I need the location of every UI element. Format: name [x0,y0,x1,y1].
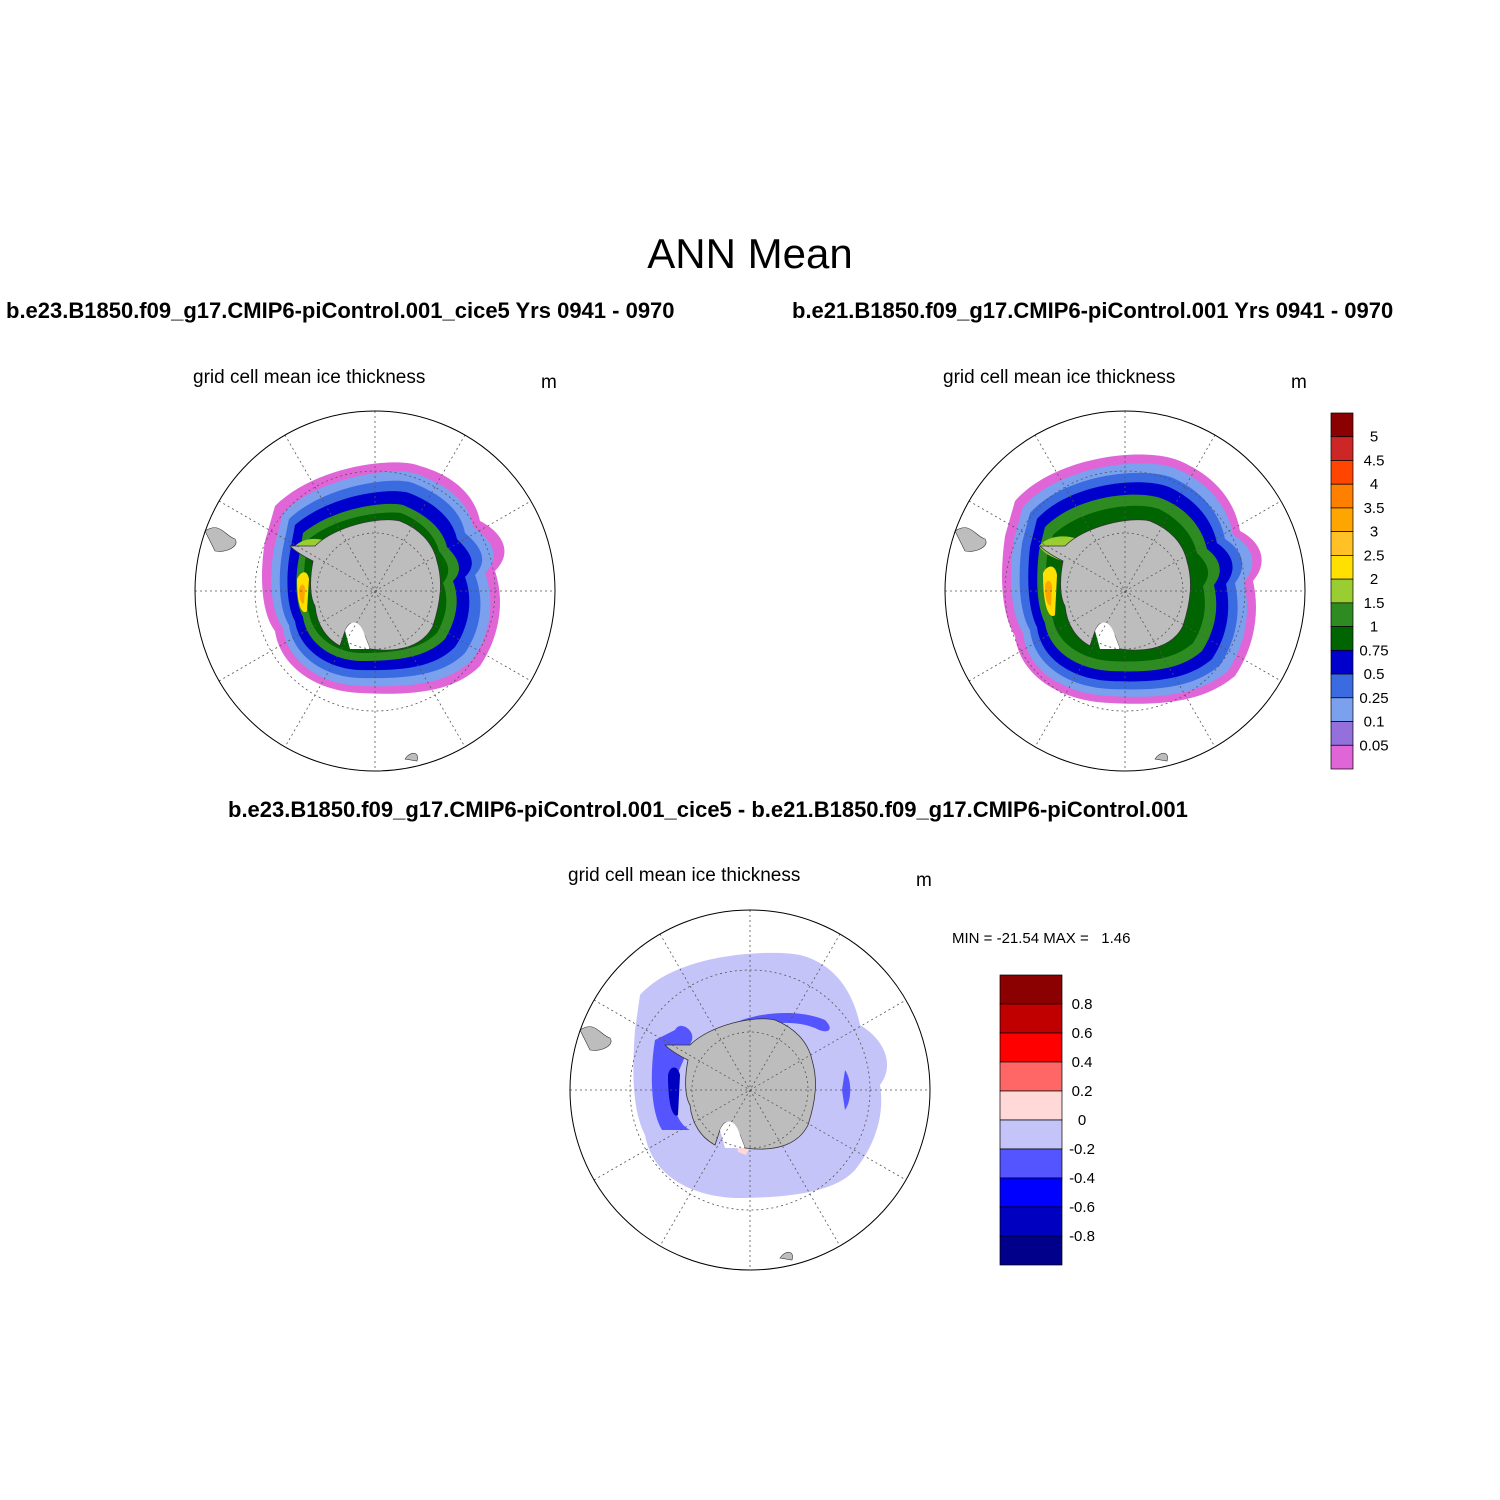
ross-ice-shelf [1095,622,1120,649]
panel-1-case-title: b.e23.B1850.f09_g17.CMIP6-piControl.001_… [6,298,675,323]
panel-3-units: m [916,870,932,891]
colorbar-box [1330,531,1354,556]
colorbar-box [999,1235,1063,1266]
colorbar-tick-label: 0.6 [1072,1025,1093,1042]
ice-orange [299,584,305,604]
map-grid [945,411,1305,771]
colorbar-tick-label: 0.1 [1364,714,1385,731]
panel-1-subtitle: grid cell mean ice thickness [193,367,426,388]
colorbar-tick-label: 0.25 [1359,690,1388,707]
colorbar-tick-label: -0.2 [1069,1141,1095,1158]
colorbar-tick-label: 2.5 [1364,547,1385,564]
colorbar-box [1330,626,1354,651]
colorbar-tick-label: -0.6 [1069,1199,1095,1216]
colorbar-box [999,1090,1063,1121]
colorbar-tick-label: 2 [1370,571,1378,588]
colorbar-tick-label: 4.5 [1364,452,1385,469]
colorbar-box [1330,721,1354,746]
map-boundary [569,909,931,1271]
map-panel-2 [944,410,1306,772]
map-boundary [194,410,556,772]
colorbar-box [1330,649,1354,675]
difference-field [579,952,888,1261]
colorbar-box [999,1032,1063,1063]
colorbar-box [1330,673,1354,699]
panel-2-case-title: b.e21.B1850.f09_g17.CMIP6-piControl.001 … [792,298,1394,323]
colorbar-box [999,1206,1063,1237]
colorbar-tick-label: 0.8 [1072,996,1093,1013]
panel-3-case-title: b.e23.B1850.f09_g17.CMIP6-piControl.001_… [228,797,1188,822]
colorbar-tick-label: 3.5 [1364,500,1385,517]
colorbar-tick-label: 3 [1370,524,1378,541]
colorbar-tick-label: 0.4 [1072,1054,1093,1071]
colorbar-box [1330,602,1354,627]
colorbar-box [1330,578,1354,604]
panel-3-subtitle: grid cell mean ice thickness [568,865,801,886]
colorbar-box [999,1148,1063,1179]
colorbar-box [999,1119,1063,1150]
new-zealand-land [404,752,418,762]
colorbar-tick-label: 0.2 [1072,1083,1093,1100]
colorbar-tick-label: 5 [1370,429,1378,446]
colorbar-tick-label: 0.75 [1359,642,1388,659]
difference-colorbar: 0.8 0.6 0.4 0.2 0 -0.2 -0.4 -0.6 -0.8 [999,974,1095,1266]
colorbar-box [1330,744,1354,770]
panel-2-subtitle: grid cell mean ice thickness [943,367,1176,388]
map-panel-1 [194,410,556,772]
panel-3-minmax: MIN = -21.54 MAX = 1.46 [952,930,1131,947]
ross-ice-shelf [720,1121,745,1148]
panel-1-units: m [541,372,557,393]
colorbar-tick-label: 0.05 [1359,737,1388,754]
colorbar-tick-label: 0 [1078,1112,1086,1129]
colorbar-tick-label: 1 [1370,619,1378,636]
south-america-land [954,527,987,552]
colorbar-box [1330,555,1354,580]
thickness-colorbar: 5 4.5 4 3.5 3 2.5 2 1.5 1 0.75 0.5 0.25 0.1 0.05 [1330,412,1389,770]
map-panel-3 [569,909,931,1271]
sea-ice-field [204,462,505,762]
colorbar-box [999,974,1063,1005]
panel-2-units: m [1291,372,1307,393]
map-grid [570,910,930,1270]
ross-ice-shelf [345,622,370,649]
colorbar-box [1330,460,1354,485]
colorbar-box [1330,412,1354,438]
colorbar-box [999,1003,1063,1034]
colorbar-tick-label: 4 [1370,476,1378,493]
figure-title: ANN Mean [647,230,853,277]
colorbar-box [999,1177,1063,1208]
south-america-land [579,1026,612,1051]
new-zealand-land [1154,752,1168,762]
colorbar-tick-label: -0.4 [1069,1170,1095,1187]
colorbar-box [1330,507,1354,533]
colorbar-box [999,1061,1063,1092]
colorbar-tick-label: -0.8 [1069,1228,1095,1245]
new-zealand-land [779,1251,793,1261]
map-grid [195,411,555,771]
ice-orange [1045,580,1052,606]
south-america-land [204,527,237,552]
colorbar-tick-label: 0.5 [1364,666,1385,683]
colorbar-tick-label: 1.5 [1364,595,1385,612]
sea-ice-field [954,454,1262,762]
colorbar-box [1330,483,1354,509]
map-boundary [944,410,1306,772]
colorbar-box [1330,436,1354,461]
diff-dark-blue [668,1067,680,1116]
colorbar-box [1330,697,1354,722]
